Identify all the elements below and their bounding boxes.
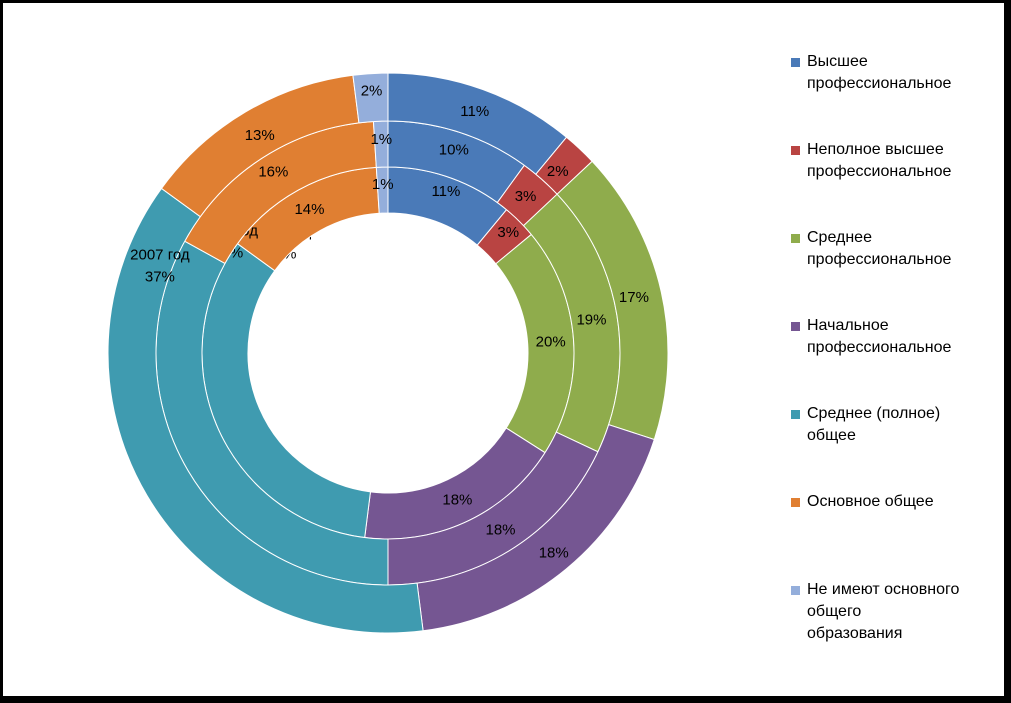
- data-label: 17%: [619, 289, 649, 306]
- legend-label: профессиональное: [807, 339, 952, 356]
- data-label: 37%: [145, 269, 175, 286]
- legend-item: Не имеют основного общего образования: [789, 579, 999, 645]
- legend-label: Среднее (полное): [807, 405, 941, 422]
- legend-swatch: [791, 410, 800, 419]
- legend-label: профессиональное: [807, 163, 952, 180]
- legend-item: Высшее профессиональное: [789, 51, 999, 95]
- legend-label: профессиональное: [807, 251, 952, 268]
- data-label: 11%: [460, 103, 489, 120]
- data-label: 11%: [431, 183, 460, 200]
- chart-area: 11%3%20%18%2005 год33%14%1%10%3%19%18%20…: [3, 3, 1004, 696]
- legend-item: Начальное профессиональное: [789, 315, 999, 359]
- data-label: 18%: [442, 491, 472, 508]
- legend-item: Среднее (полное) общее: [789, 403, 999, 447]
- data-label: 10%: [439, 141, 469, 158]
- data-label: 16%: [258, 163, 288, 180]
- legend-item: Неполное высшее профессиональное: [789, 139, 999, 183]
- data-label: 18%: [486, 521, 516, 538]
- data-label: 14%: [294, 201, 324, 218]
- legend-label: общее: [807, 427, 856, 444]
- data-label: 13%: [245, 127, 275, 144]
- doughnut-chart: 11%3%20%18%2005 год33%14%1%10%3%19%18%20…: [107, 72, 669, 634]
- legend-label: Не имеют основного: [807, 581, 960, 598]
- data-label: 3%: [515, 188, 537, 205]
- legend-item: Среднее профессиональное: [789, 227, 999, 271]
- legend-label: Среднее: [807, 229, 872, 246]
- legend-swatch: [791, 586, 800, 595]
- doughnut-slice: [352, 72, 389, 124]
- legend-label: Начальное: [807, 317, 889, 334]
- data-label: 2%: [547, 163, 569, 180]
- legend-swatch: [791, 146, 800, 155]
- data-label: 1%: [372, 176, 394, 193]
- data-label: 19%: [576, 312, 606, 329]
- legend-swatch: [791, 322, 800, 331]
- legend-label: Неполное высшее: [807, 141, 944, 158]
- legend-swatch: [791, 234, 800, 243]
- legend-swatch: [791, 498, 800, 507]
- legend-label: Высшее: [807, 53, 868, 70]
- legend-item: Основное общее: [789, 491, 999, 513]
- doughnut-slice: [107, 187, 424, 634]
- data-label: 18%: [539, 544, 569, 561]
- data-label: 3%: [497, 224, 519, 241]
- legend-label: профессиональное: [807, 75, 952, 92]
- data-label: 1%: [370, 131, 392, 148]
- legend-label: Основное общее: [807, 493, 934, 510]
- data-label: 20%: [536, 334, 566, 351]
- legend-label: общего: [807, 603, 862, 620]
- legend-label: образования: [807, 625, 903, 642]
- legend-swatch: [791, 58, 800, 67]
- data-label: 2%: [361, 82, 383, 99]
- series-name-label: 2007 год: [130, 247, 190, 264]
